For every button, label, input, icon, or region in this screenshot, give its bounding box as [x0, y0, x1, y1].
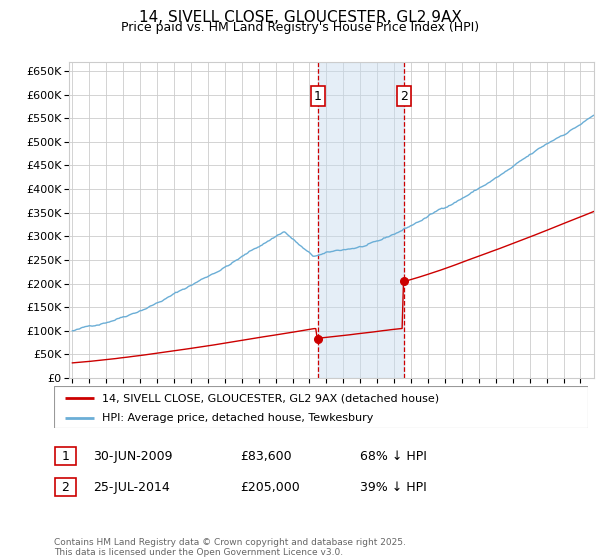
Text: 25-JUL-2014: 25-JUL-2014 — [93, 480, 170, 494]
Text: Price paid vs. HM Land Registry's House Price Index (HPI): Price paid vs. HM Land Registry's House … — [121, 21, 479, 34]
FancyBboxPatch shape — [55, 447, 76, 465]
Text: £83,600: £83,600 — [240, 450, 292, 463]
Text: HPI: Average price, detached house, Tewkesbury: HPI: Average price, detached house, Tewk… — [102, 413, 373, 423]
Text: Contains HM Land Registry data © Crown copyright and database right 2025.
This d: Contains HM Land Registry data © Crown c… — [54, 538, 406, 557]
Text: 2: 2 — [400, 90, 408, 103]
Text: £205,000: £205,000 — [240, 480, 300, 494]
Bar — [318, 62, 404, 378]
Text: 1: 1 — [61, 450, 70, 463]
Text: 14, SIVELL CLOSE, GLOUCESTER, GL2 9AX: 14, SIVELL CLOSE, GLOUCESTER, GL2 9AX — [139, 10, 461, 25]
Text: 30-JUN-2009: 30-JUN-2009 — [93, 450, 173, 463]
FancyBboxPatch shape — [55, 478, 76, 496]
FancyBboxPatch shape — [54, 386, 588, 428]
Text: 39% ↓ HPI: 39% ↓ HPI — [360, 480, 427, 494]
Text: 2: 2 — [61, 480, 70, 494]
Text: 14, SIVELL CLOSE, GLOUCESTER, GL2 9AX (detached house): 14, SIVELL CLOSE, GLOUCESTER, GL2 9AX (d… — [102, 393, 439, 403]
Text: 68% ↓ HPI: 68% ↓ HPI — [360, 450, 427, 463]
Text: 1: 1 — [314, 90, 322, 103]
